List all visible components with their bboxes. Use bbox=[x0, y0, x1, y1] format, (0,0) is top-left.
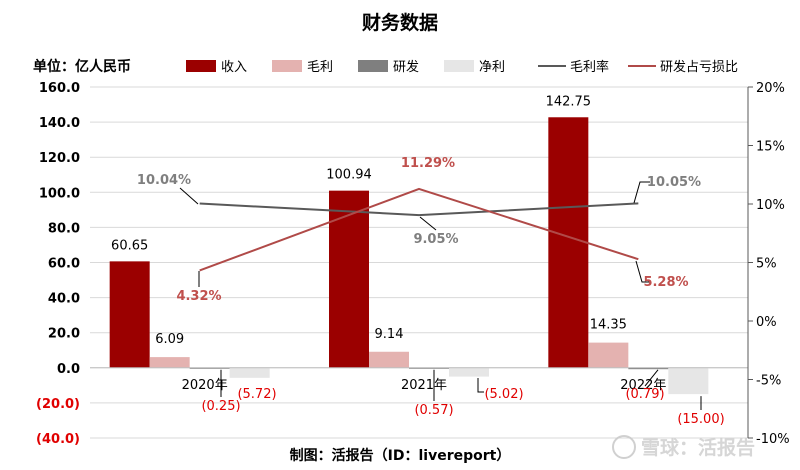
right-tick-label: 20% bbox=[756, 81, 785, 96]
left-tick-label: 40.0 bbox=[48, 292, 80, 307]
right-tick-label: 10% bbox=[756, 198, 785, 213]
data-label-毛利率: 10.05% bbox=[647, 175, 701, 190]
legend-label-毛利率: 毛利率 bbox=[570, 59, 609, 75]
category-label: 2022年 bbox=[620, 378, 666, 393]
data-label-毛利: 6.09 bbox=[155, 332, 184, 347]
left-tick-label: 0.0 bbox=[57, 362, 80, 377]
left-tick-label: 120.0 bbox=[39, 151, 80, 166]
legend: 收入 毛利 研发 净利 毛利率 研发占亏损比 bbox=[186, 59, 738, 75]
data-label-净利: (5.72) bbox=[237, 387, 276, 402]
data-label-收入: 60.65 bbox=[111, 238, 148, 253]
legend-label-研发占亏损比: 研发占亏损比 bbox=[660, 59, 738, 75]
legend-label-净利: 净利 bbox=[479, 60, 505, 75]
bars bbox=[109, 117, 709, 395]
right-tick-label: -5% bbox=[756, 374, 781, 389]
bar-研发 bbox=[628, 367, 669, 370]
left-tick-label: 100.0 bbox=[39, 186, 80, 201]
axes bbox=[90, 87, 749, 438]
data-label-研发占亏损比: 11.29% bbox=[401, 156, 455, 171]
data-label-毛利: 9.14 bbox=[375, 327, 404, 342]
left-tick-label: 60.0 bbox=[48, 257, 80, 272]
watermark-text: 雪球：活报告 bbox=[641, 436, 755, 459]
legend-label-收入: 收入 bbox=[221, 60, 247, 75]
legend-label-毛利: 毛利 bbox=[307, 60, 333, 75]
bar-净利 bbox=[668, 367, 709, 395]
data-label-研发: (0.57) bbox=[414, 403, 453, 418]
data-label-净利: (15.00) bbox=[677, 412, 724, 427]
legend-swatch-研发 bbox=[358, 60, 388, 72]
bar-毛利 bbox=[149, 357, 190, 368]
left-axis-ticks: 160.0 140.0 120.0 100.0 80.0 60.0 40.0 20.0 0.0 (… bbox=[36, 81, 80, 447]
bar-毛利 bbox=[369, 351, 409, 368]
category-label: 2020年 bbox=[182, 378, 228, 393]
legend-swatch-毛利 bbox=[272, 60, 302, 72]
data-label-研发占亏损比: 5.28% bbox=[643, 275, 688, 290]
data-label-研发占亏损比: 4.32% bbox=[176, 289, 221, 304]
bar-净利 bbox=[229, 367, 270, 378]
bar-毛利 bbox=[588, 342, 629, 368]
left-tick-label: 160.0 bbox=[39, 81, 80, 96]
legend-label-研发: 研发 bbox=[393, 59, 419, 75]
bar-收入 bbox=[548, 117, 589, 368]
lines bbox=[199, 187, 639, 272]
left-tick-label: 20.0 bbox=[48, 327, 80, 342]
data-label-收入: 142.75 bbox=[546, 94, 592, 109]
category-labels: 2020年 2021年 2022年 bbox=[182, 378, 667, 393]
chart-title: 财务数据 bbox=[362, 11, 438, 34]
data-label-收入: 100.94 bbox=[326, 168, 372, 183]
leader-line bbox=[419, 216, 437, 231]
data-label-毛利: 14.35 bbox=[590, 318, 627, 333]
left-tick-label: 140.0 bbox=[39, 116, 80, 131]
line-毛利率 bbox=[199, 202, 639, 217]
data-label-研发: (0.25) bbox=[201, 399, 240, 414]
leader-line bbox=[644, 369, 659, 387]
data-label-毛利率: 9.05% bbox=[413, 232, 458, 247]
left-tick-label: 80.0 bbox=[48, 221, 80, 236]
bar-收入 bbox=[109, 261, 150, 368]
right-tick-label: 5% bbox=[756, 257, 777, 272]
legend-swatch-净利 bbox=[444, 60, 474, 72]
data-labels: 60.65 6.09 100.94 9.14 142.75 14.35 (0.25) (0.5… bbox=[111, 94, 725, 427]
leader-line bbox=[477, 378, 484, 393]
right-tick-label: 15% bbox=[756, 140, 785, 155]
data-label-研发: (0.79) bbox=[625, 387, 664, 402]
watermark: 雪球：活报告 bbox=[612, 435, 755, 459]
right-tick-label: -10% bbox=[756, 432, 790, 447]
data-label-毛利率: 10.04% bbox=[137, 173, 191, 188]
category-label: 2021年 bbox=[401, 378, 447, 393]
bar-研发 bbox=[409, 367, 449, 369]
leader-line bbox=[633, 181, 650, 204]
unit-label: 单位：亿人民币 bbox=[33, 58, 131, 75]
left-tick-label: (40.0) bbox=[36, 432, 80, 447]
watermark-logo-icon bbox=[612, 435, 636, 459]
leader-line bbox=[179, 187, 199, 205]
line-研发占亏损比 bbox=[199, 187, 639, 272]
bar-收入 bbox=[329, 190, 369, 368]
leader-line bbox=[635, 260, 651, 283]
right-axis-ticks: 20% 15% 10% 5% 0% -5% -10% bbox=[748, 81, 790, 447]
right-tick-label: 0% bbox=[756, 315, 777, 330]
bar-净利 bbox=[449, 367, 489, 377]
legend-swatch-收入 bbox=[186, 60, 216, 72]
data-label-净利: (5.02) bbox=[484, 387, 523, 402]
footer-credit: 制图：活报告（ID：livereport） bbox=[290, 447, 511, 464]
left-tick-label: (20.0) bbox=[36, 397, 80, 412]
